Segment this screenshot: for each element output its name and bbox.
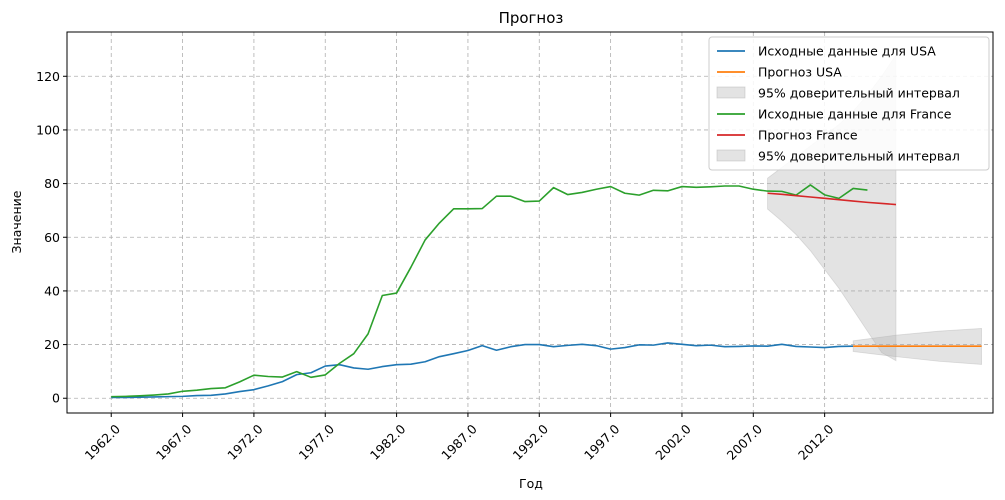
legend-swatch-band <box>716 149 746 162</box>
legend: Исходные данные для USA Прогноз USA 95% до… <box>708 36 990 171</box>
legend-label: Исходные данные для France <box>758 107 952 122</box>
y-axis-title: Значение <box>9 190 24 253</box>
data-lines <box>111 184 982 399</box>
y-tick-label: 20 <box>44 337 60 352</box>
y-axis-ticks: 0 20 40 60 80 100 120 <box>36 69 67 406</box>
legend-label: Исходные данные для USA <box>758 44 936 59</box>
series-line-3 <box>111 184 868 398</box>
y-tick-label: 80 <box>44 176 60 191</box>
y-tick-label: 40 <box>44 283 60 298</box>
series-line-0 <box>111 342 854 399</box>
chart-title: Прогноз <box>499 9 564 27</box>
legend-label: Прогноз USA <box>758 65 842 80</box>
legend-box <box>708 36 990 171</box>
legend-label: 95% доверительный интервал <box>758 86 960 101</box>
legend-label: 95% доверительный интервал <box>758 149 960 164</box>
x-axis-title: Год <box>519 476 543 491</box>
y-tick-label: 100 <box>36 122 60 137</box>
legend-label: Прогноз France <box>758 128 858 143</box>
y-tick-label: 0 <box>52 391 60 406</box>
y-tick-label: 60 <box>44 230 60 245</box>
legend-swatch-band <box>716 86 746 99</box>
grid <box>67 32 993 413</box>
series-line-4 <box>767 192 897 206</box>
plot-frame <box>66 31 994 414</box>
y-tick-label: 120 <box>36 69 60 84</box>
